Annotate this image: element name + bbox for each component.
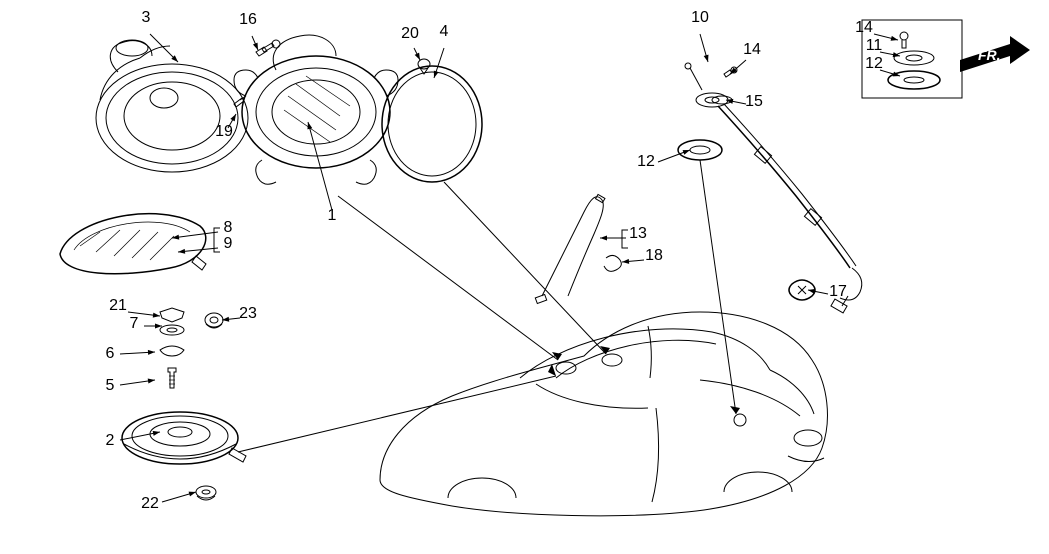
callout-number: 16 (239, 11, 257, 28)
fr-direction-badge: FR. (960, 36, 1030, 72)
part-fastener-stack (160, 308, 184, 388)
callout-number: 13 (629, 225, 647, 242)
callout-number: 5 (106, 377, 115, 394)
part-grille-disc (382, 66, 482, 182)
callout-number: 12 (865, 55, 883, 72)
callout-number: 2 (106, 432, 115, 449)
part-antenna-assembly (685, 63, 862, 313)
part-grommet-22 (196, 486, 216, 500)
callout-arrow (622, 259, 629, 264)
callout-number: 23 (239, 305, 257, 322)
callout-number: 9 (224, 235, 233, 252)
callout-arrow (178, 249, 185, 254)
part-speaker-cover (60, 214, 206, 274)
callout-arrow (148, 379, 155, 384)
callout-arrow (148, 350, 155, 355)
callout-number: 4 (440, 23, 449, 40)
callout-arrow (704, 55, 709, 62)
callout-number: 11 (866, 37, 883, 54)
callout-arrow (153, 313, 160, 318)
part-plug-23 (205, 313, 223, 328)
callout-number: 10 (691, 9, 709, 26)
callout-number: 15 (745, 93, 763, 110)
callout-number: 8 (224, 219, 233, 236)
callout-number: 6 (106, 345, 115, 362)
callout-arrow (683, 150, 690, 155)
car-outline (380, 312, 827, 516)
leader-arrows (548, 346, 740, 414)
callout-number: 22 (141, 495, 159, 512)
part-speaker-cone (96, 40, 248, 172)
part-sub-feeder (535, 194, 621, 303)
callout-number: 17 (829, 283, 847, 300)
callout-arrow (600, 236, 607, 241)
callout-number: 20 (401, 25, 419, 42)
callout-arrow (153, 431, 160, 436)
callout-number: 3 (142, 9, 151, 26)
part-speaker-housing (234, 35, 398, 184)
parts-diagram: FR. (0, 0, 1049, 554)
callout-number: 21 (109, 297, 127, 314)
part-tweeter (122, 412, 246, 464)
callout-arrow (307, 122, 312, 129)
callout-arrow (230, 114, 236, 121)
fr-badge-text: FR. (978, 47, 1001, 63)
part-bolt-16 (256, 40, 280, 56)
callout-arrow (253, 43, 258, 50)
callout-number: 1 (328, 207, 337, 224)
callout-layer: 1345678921011121213141415161718192021222… (106, 9, 900, 512)
callout-number: 14 (743, 41, 761, 58)
callout-number: 14 (855, 19, 873, 36)
callout-arrow (891, 36, 898, 41)
part-gasket-12a (678, 140, 722, 160)
callout-number: 18 (645, 247, 663, 264)
callout-arrow (415, 53, 420, 60)
assembly-leaders (238, 160, 736, 452)
callout-number: 12 (637, 153, 655, 170)
callout-bracket (622, 230, 628, 248)
callout-arrow (808, 289, 815, 294)
callout-number: 7 (130, 315, 139, 332)
callout-number: 19 (215, 123, 233, 140)
callout-arrow (434, 71, 439, 78)
callout-arrow (189, 492, 196, 497)
